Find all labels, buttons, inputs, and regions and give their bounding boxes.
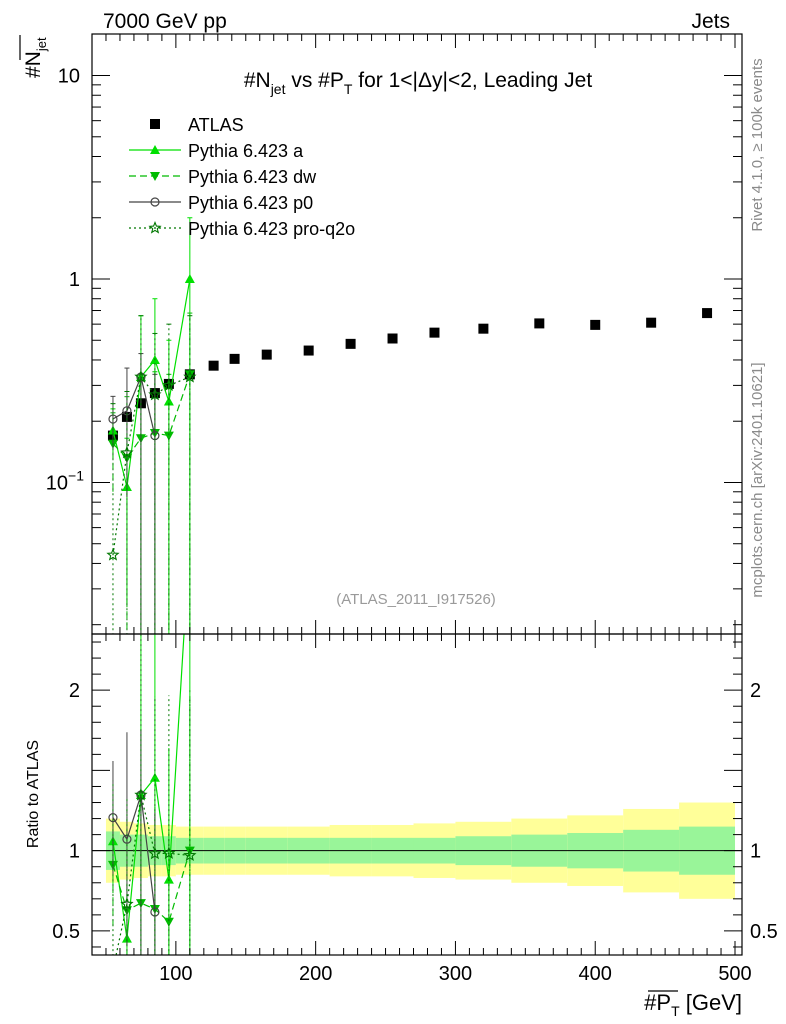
y-axis-label-ratio: Ratio to ATLAS <box>25 740 42 848</box>
analysis-watermark: (ATLAS_2011_I917526) <box>336 591 496 608</box>
x-tick-label: 300 <box>439 963 472 985</box>
y-tick-label-ratio-right: 2 <box>750 680 761 702</box>
legend-label-a: Pythia 6.423 a <box>188 141 304 161</box>
legend-entry-atlas: ATLAS <box>150 115 244 135</box>
legend-entry-dw: Pythia 6.423 dw <box>129 167 317 187</box>
legend-marker-p0 <box>150 197 160 207</box>
legend-marker-pq2o <box>148 221 162 234</box>
p0-ratio-point <box>108 813 118 823</box>
dw-point <box>163 431 174 441</box>
pq2o-ratio-point <box>183 848 197 862</box>
legend-entry-p0: Pythia 6.423 p0 <box>129 193 313 213</box>
legend-label-pq2o: Pythia 6.423 pro-q2o <box>188 219 355 239</box>
pq2o-point <box>134 369 148 383</box>
pq2o-ratio-line <box>115 794 190 955</box>
y-axis-label-main: #Njet <box>22 37 49 78</box>
dw-ratio-point <box>163 917 174 927</box>
pq2o-point <box>120 445 134 459</box>
atlas-point <box>590 319 601 330</box>
legend-label-dw: Pythia 6.423 dw <box>188 167 317 187</box>
x-tick-label: 500 <box>718 963 751 985</box>
pq2o-point <box>106 548 120 561</box>
pq2o-ratio-point <box>162 846 176 859</box>
y-tick-label-ratio-right: 0.5 <box>750 921 778 943</box>
x-axis-label: #PT [GeV] <box>644 990 742 1019</box>
legend-entry-pq2o: Pythia 6.423 pro-q2o <box>129 219 355 239</box>
p0-ratio-line <box>112 794 156 913</box>
a-line <box>112 278 191 488</box>
ratio-panel <box>92 634 742 955</box>
chart-title: #Njet vs #PT for 1<|Δy|<2, Leading Jet <box>244 69 593 97</box>
pq2o-point <box>183 369 197 383</box>
pq2o-ratio-point <box>120 897 134 910</box>
legend-label-p0: Pythia 6.423 p0 <box>188 193 313 213</box>
a-ratio-point <box>149 772 160 782</box>
y-tick-label-ratio: 1 <box>69 841 80 863</box>
y-tick-label-main: 10−1 <box>46 467 84 494</box>
atlas-point <box>387 333 398 344</box>
y-tick-label-ratio: 0.5 <box>52 921 80 943</box>
atlas-point <box>478 323 489 334</box>
pq2o-ratio-point <box>134 788 148 801</box>
legend-entry-a: Pythia 6.423 a <box>129 141 304 161</box>
p0-line <box>112 375 156 436</box>
atlas-point <box>534 318 545 329</box>
atlas-point <box>229 353 240 364</box>
main-panel <box>106 217 713 634</box>
plot-texts: 100 200 300 400 500 10 1 10−1 0.5 0.5 1 1 2 2 7000 GeV… <box>19 10 778 1019</box>
a-point <box>163 396 174 406</box>
legend-label-atlas: ATLAS <box>188 115 244 135</box>
y-tick-label-main: 10 <box>58 66 80 88</box>
rivet-label: Rivet 4.1.0, ≥ 100k events <box>749 58 766 231</box>
header-left: 7000 GeV pp <box>103 10 227 33</box>
atlas-point <box>261 349 272 360</box>
a-ratio-line <box>112 634 185 939</box>
y-tick-label-ratio-right: 1 <box>750 841 761 863</box>
atlas-point <box>303 345 314 356</box>
atlas-point <box>646 317 657 328</box>
header-right: Jets <box>691 10 730 33</box>
atlas-point <box>702 308 713 319</box>
legend-marker-dw <box>150 172 160 181</box>
pq2o-line <box>112 375 191 556</box>
a-point <box>184 274 195 284</box>
ratio-frame <box>91 633 743 956</box>
atlas-point <box>345 338 356 349</box>
pq2o-ratio-point <box>148 846 162 860</box>
y-tick-label-main: 1 <box>69 269 80 291</box>
pq2o-point <box>162 378 176 392</box>
pq2o-point <box>148 387 162 401</box>
legend-marker-atlas <box>150 119 160 129</box>
mcplots-label: mcplots.cern.ch [arXiv:2401.10621] <box>749 362 766 597</box>
y-tick-label-ratio: 2 <box>69 680 80 702</box>
atlas-point <box>208 360 219 371</box>
x-tick-label: 200 <box>299 963 332 985</box>
x-tick-label: 400 <box>579 963 612 985</box>
legend-marker-a <box>150 145 160 154</box>
atlas-point <box>429 327 440 338</box>
x-tick-label: 100 <box>159 963 192 985</box>
